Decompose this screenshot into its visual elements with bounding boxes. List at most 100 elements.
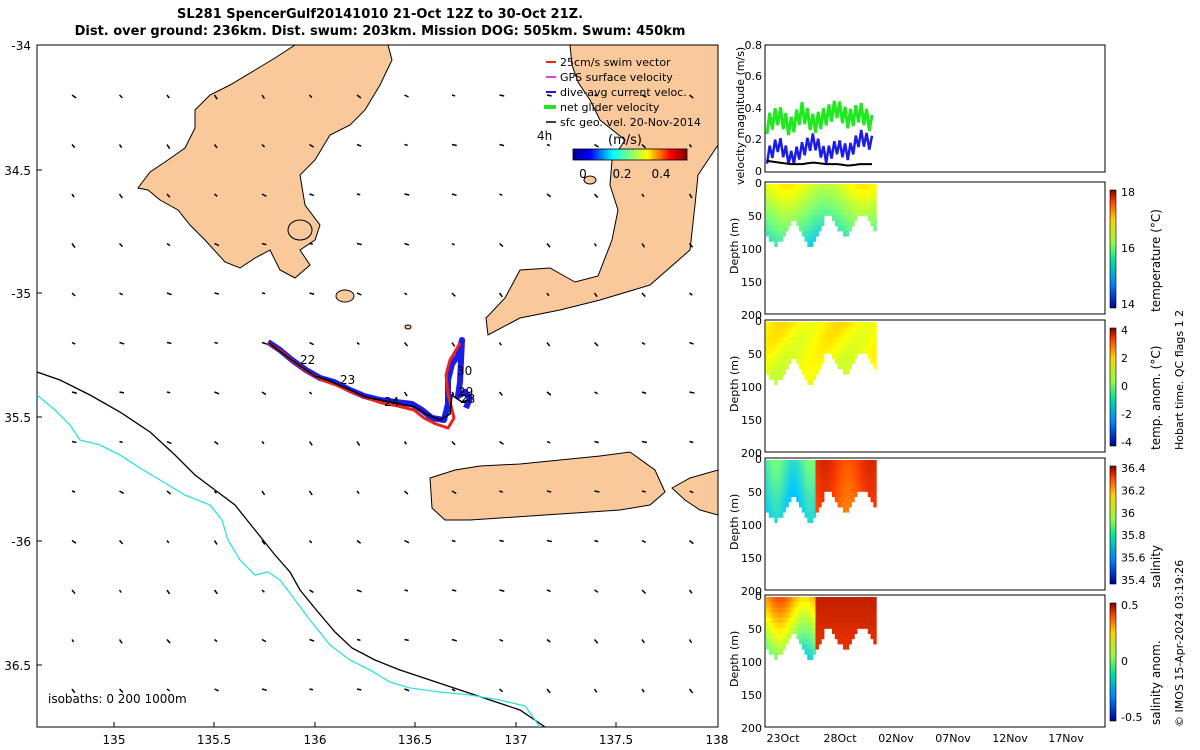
- salinity-cell: [782, 486, 786, 492]
- temperature-cell: [829, 204, 833, 211]
- temperature-cell: [815, 230, 819, 237]
- geo-arrow: [213, 589, 219, 595]
- salinity-ytick: 0: [755, 453, 762, 466]
- temp_anom-cell: [845, 337, 850, 344]
- temperature-cell: [785, 210, 789, 216]
- sal_anom-cell: [832, 602, 836, 608]
- sal_anom-cell: [796, 597, 800, 603]
- salinity-cell: [815, 496, 819, 503]
- temp_anom-cell: [779, 337, 784, 344]
- temp_anom-cell: [777, 332, 781, 339]
- temperature-cell: [870, 199, 874, 206]
- temperature-cell: [807, 184, 811, 190]
- sal_anom-cell: [848, 602, 852, 608]
- temp_anom-cell: [774, 374, 778, 380]
- salinity-cell: [788, 486, 792, 492]
- sal_anom-cell: [801, 643, 806, 650]
- salinity-cell: [779, 480, 784, 487]
- geo-arrow: [119, 440, 123, 444]
- temp_anom-cell: [815, 353, 819, 359]
- salinity-cell: [865, 480, 869, 487]
- geo-arrow: [214, 688, 219, 692]
- sal_anom-cell: [766, 643, 770, 650]
- sal_anom-cell: [859, 612, 863, 619]
- temperature-cell: [771, 220, 775, 227]
- temperature-cell: [796, 199, 800, 206]
- salinity-cell: [785, 480, 789, 487]
- temperature-cell: [867, 199, 872, 206]
- temperature-cell: [837, 215, 841, 221]
- temp_anom-cell: [826, 322, 830, 328]
- temperature-cell: [774, 199, 778, 206]
- salinity-cell: [801, 460, 806, 466]
- sal_anom-ytick: 150: [741, 689, 762, 702]
- colorbar-tick-0: 0: [579, 167, 587, 181]
- sal_anom-cell: [829, 623, 833, 629]
- temp_anom-cell: [801, 348, 806, 354]
- temp_anom-cell: [818, 358, 822, 365]
- sal_anom-cell: [845, 597, 850, 603]
- sal_anom-cell: [823, 597, 828, 603]
- map-xtick-1: 135: [103, 733, 126, 747]
- sal_anom-cell: [790, 623, 795, 629]
- temperature-cell: [851, 215, 855, 221]
- legend: 25cm/s swim vector GPS surface velocity …: [544, 56, 701, 129]
- salinity-cell: [777, 501, 781, 508]
- sal_anom-cell: [779, 638, 784, 645]
- temp_anom-cell: [812, 358, 817, 365]
- geo-arrow: [404, 242, 410, 246]
- temp_anom-cell: [848, 342, 852, 349]
- geo-arrow: [451, 94, 456, 97]
- sal_anom-cell: [848, 607, 852, 614]
- temp_anom-cell: [788, 342, 792, 349]
- salinity-cell: [768, 460, 773, 466]
- sal_anom-cell: [829, 602, 833, 608]
- salinity-cell: [777, 506, 781, 513]
- salinity-ctick: 35.4: [1121, 574, 1146, 587]
- sal_anom-cell: [856, 607, 861, 614]
- salinity-cell: [782, 460, 786, 466]
- salinity-cell: [807, 496, 811, 503]
- geo-arrow: [594, 589, 599, 593]
- temp_anom-cell: [823, 322, 828, 328]
- salinity-cell: [837, 480, 841, 487]
- temperature-cell: [859, 210, 863, 216]
- temp_anom-cell: [774, 332, 778, 339]
- temperature-cell: [768, 215, 773, 221]
- temp_anom-cell: [777, 327, 781, 333]
- sal_anom-cell: [829, 607, 833, 614]
- temperature-cell: [785, 194, 789, 201]
- sal_anom-cell: [810, 623, 814, 629]
- salinity-ytick: 150: [741, 552, 762, 565]
- sal_anom-cell: [774, 649, 778, 655]
- sal_anom-cell: [804, 643, 808, 650]
- sal_anom-cell: [840, 602, 844, 608]
- salinity-cell: [856, 460, 861, 466]
- temp_anom-cell: [815, 342, 819, 349]
- temperature-cell: [766, 194, 770, 201]
- salinity-cell: [799, 486, 803, 492]
- temperature-cell: [851, 199, 855, 206]
- geo-arrow: [213, 540, 218, 545]
- temp_anom-cell: [867, 322, 872, 328]
- sal_anom-cell: [777, 643, 781, 650]
- temperature-cell: [862, 194, 866, 201]
- temperature-cell: [804, 204, 808, 211]
- geo-arrow: [641, 539, 646, 544]
- geo-arrow: [451, 342, 456, 347]
- salinity-cell: [845, 491, 850, 497]
- salinity-cell: [823, 486, 828, 492]
- temp_anom-ytick: 50: [748, 348, 762, 361]
- temperature-cell: [810, 184, 814, 190]
- salinity-cell: [807, 486, 811, 492]
- island-2: [287, 219, 313, 241]
- salinity-cell: [793, 460, 797, 466]
- sal_anom-cell: [854, 597, 858, 603]
- salinity-cell: [843, 501, 847, 508]
- geo-arrow: [688, 193, 693, 199]
- temp_anom-cell: [766, 337, 770, 344]
- time-tick-3: 02Nov: [878, 732, 914, 745]
- geo-arrow: [166, 341, 172, 345]
- temperature-cell: [771, 236, 775, 242]
- temp_anom-cell: [837, 337, 841, 344]
